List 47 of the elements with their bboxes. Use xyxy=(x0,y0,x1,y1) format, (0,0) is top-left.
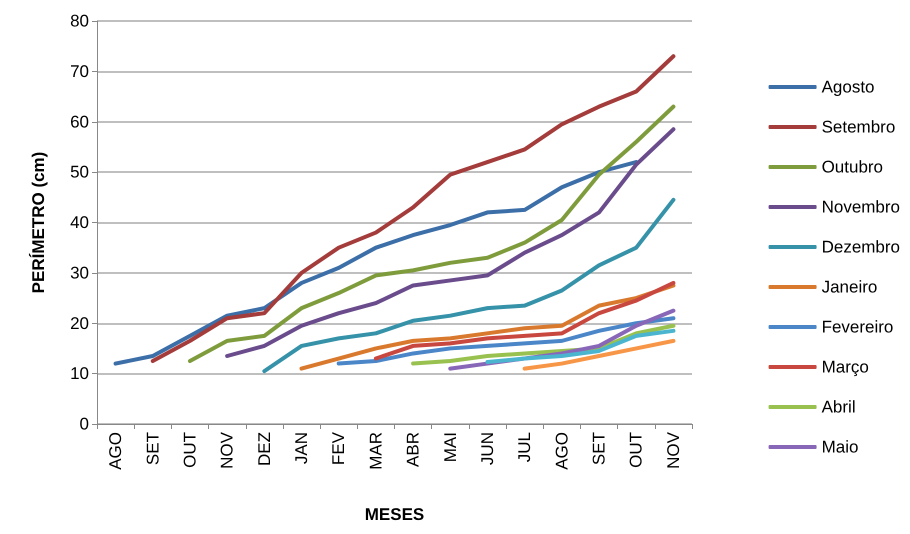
line-series xyxy=(336,316,676,366)
line-series xyxy=(225,127,676,358)
legend-label: Setembro xyxy=(822,118,896,136)
x-tick-label: OUT xyxy=(180,432,200,468)
x-tick-label: JUN xyxy=(478,432,497,466)
line-series xyxy=(374,280,676,361)
legend-label: Janeiro xyxy=(822,278,878,296)
line-series xyxy=(300,283,676,371)
x-tick-label: AGO xyxy=(552,432,572,470)
legend-label: Outubro xyxy=(822,158,884,176)
y-tick-label: 50 xyxy=(70,162,89,182)
x-tick-label: SET xyxy=(590,432,609,466)
y-tick-label: 40 xyxy=(70,213,89,232)
legend-label: Abril xyxy=(822,398,856,416)
legend-label: Fevereiro xyxy=(822,318,894,336)
y-tick-label: 30 xyxy=(70,263,89,282)
y-axis-title: PERÍMETRO (cm) xyxy=(28,152,48,294)
legend-label: Novembro xyxy=(822,198,900,216)
x-tick-label: MAR xyxy=(366,432,386,470)
x-tick-label: JAN xyxy=(292,432,312,464)
y-tick-label: 70 xyxy=(70,62,89,81)
line-series xyxy=(114,160,638,366)
x-tick-label: OUT xyxy=(626,432,646,468)
y-tick-label: 80 xyxy=(70,12,89,30)
line-series xyxy=(150,54,676,364)
x-tick-label: AGO xyxy=(106,432,126,470)
line-series xyxy=(262,198,676,374)
legend-label: Dezembro xyxy=(822,238,900,256)
y-tick-label: 60 xyxy=(70,112,89,132)
y-tick-label: 20 xyxy=(70,314,89,333)
x-tick-label: DEZ xyxy=(254,432,274,466)
x-tick-label: ABR xyxy=(404,432,423,467)
x-tick-label: NOV xyxy=(218,431,237,469)
x-tick-label: JUL xyxy=(515,432,534,462)
line-series xyxy=(188,104,676,364)
legend-label: Agosto xyxy=(822,78,875,96)
x-tick-label: SET xyxy=(143,432,162,466)
y-tick-label: 0 xyxy=(80,414,89,434)
x-axis-title: MESES xyxy=(364,505,424,524)
legend-label: Março xyxy=(822,358,869,376)
line-series xyxy=(485,328,676,364)
x-tick-label: FEV xyxy=(329,431,348,466)
legend-label: Maio xyxy=(822,438,858,456)
x-tick-label: MAI xyxy=(440,432,460,462)
y-tick-label: 10 xyxy=(70,364,89,384)
x-tick-label: NOV xyxy=(664,431,683,469)
line-series xyxy=(522,338,676,371)
